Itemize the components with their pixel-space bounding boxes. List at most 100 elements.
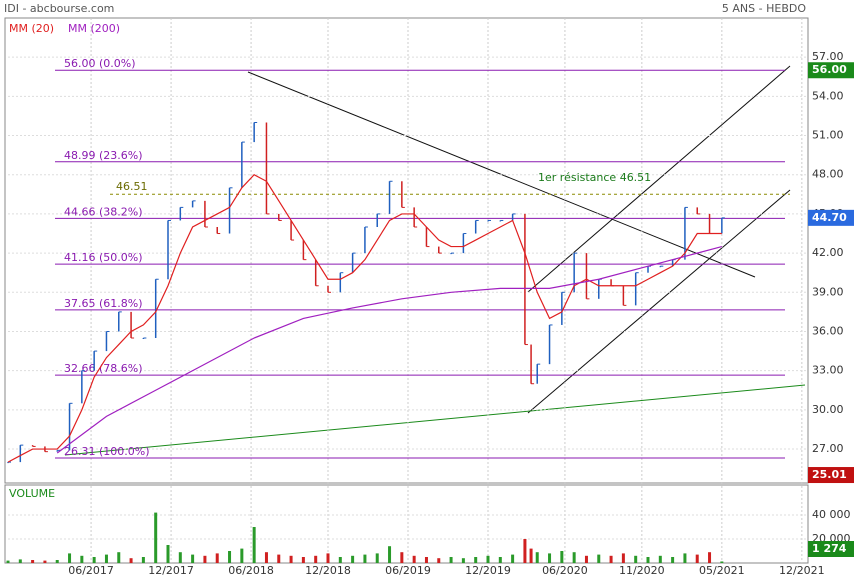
volume-bar xyxy=(621,553,625,563)
volume-bar xyxy=(548,553,552,563)
volume-bar xyxy=(301,557,305,563)
volume-frame xyxy=(4,484,809,564)
volume-bar xyxy=(658,555,662,563)
volume-bar xyxy=(117,552,121,563)
volume-bar xyxy=(486,555,490,563)
x-tick-label: 06/2018 xyxy=(228,564,274,577)
trendline xyxy=(527,189,791,414)
x-tick-label: 06/2020 xyxy=(542,564,588,577)
volume-bar xyxy=(609,555,613,563)
y-tick-label: 40 000 xyxy=(812,508,851,521)
fib-label: 26.31 (100.0%) xyxy=(64,445,150,458)
volume-bar xyxy=(55,560,59,563)
volume-bar xyxy=(338,557,342,563)
volume-bar xyxy=(166,545,170,563)
fib-label: 48.99 (23.6%) xyxy=(64,149,143,162)
x-tick-label: 12/2018 xyxy=(305,564,351,577)
volume-bar xyxy=(252,527,256,563)
x-tick-label: 05/2021 xyxy=(699,564,745,577)
volume-bar xyxy=(6,560,10,563)
volume-bar xyxy=(511,554,515,563)
value-badge-label: 56.00 xyxy=(812,63,847,76)
fib-label: 37.65 (61.8%) xyxy=(64,297,143,310)
volume-bar xyxy=(240,548,244,563)
value-badge-label: 44.70 xyxy=(812,211,847,224)
fib-label: 56.00 (0.0%) xyxy=(64,57,136,70)
volume-bar xyxy=(277,554,281,563)
trendline xyxy=(527,65,791,293)
period: 5 ANS - HEBDO xyxy=(722,2,806,15)
volume-bar xyxy=(228,551,232,563)
volume-bar xyxy=(178,552,182,563)
y-tick-label: 57.00 xyxy=(812,50,844,63)
fib-label: 32.66 (78.6%) xyxy=(64,362,143,375)
legend-mm20: MM (20) xyxy=(9,22,54,35)
resistance-annotation: 1er résistance 46.51 xyxy=(538,171,651,184)
value-badge-label: 25.01 xyxy=(812,468,847,481)
volume-bar xyxy=(43,560,47,563)
x-tick-label: 06/2017 xyxy=(68,564,114,577)
value-badge-label: 1 274 xyxy=(812,542,847,555)
volume-bar xyxy=(683,553,687,563)
volume-bar xyxy=(634,555,638,563)
value-badge xyxy=(808,541,854,557)
volume-bar xyxy=(129,558,133,563)
resistance-label: 46.51 xyxy=(116,180,148,193)
volume-bar xyxy=(363,554,367,563)
volume-bar xyxy=(191,554,195,563)
moving-average xyxy=(7,173,722,463)
volume-bar xyxy=(646,557,650,563)
volume-bar xyxy=(264,552,268,563)
x-tick-label: 12/2019 xyxy=(465,564,511,577)
volume-bar xyxy=(498,557,502,563)
y-tick-label: 48.00 xyxy=(812,168,844,181)
volume-bar xyxy=(400,552,404,563)
volume-bar xyxy=(92,557,96,563)
value-badge xyxy=(808,62,854,79)
volume-bar xyxy=(351,555,355,563)
volume-bar xyxy=(449,557,453,563)
volume-bar xyxy=(572,552,576,563)
volume-bar xyxy=(560,551,564,563)
y-tick-label: 27.00 xyxy=(812,442,844,455)
volume-bar xyxy=(68,553,72,563)
y-tick-label: 36.00 xyxy=(812,324,844,337)
volume-bar xyxy=(708,552,712,563)
x-tick-label: 12/2017 xyxy=(148,564,194,577)
trendline xyxy=(64,384,806,456)
volume-bar xyxy=(523,539,527,563)
price-frame xyxy=(4,17,809,484)
volume-bar xyxy=(18,559,22,563)
y-tick-label: 51.00 xyxy=(812,129,844,142)
volume-bar xyxy=(326,553,330,563)
volume-bar xyxy=(412,555,416,563)
volume-bar xyxy=(437,558,441,563)
volume-bar xyxy=(215,553,219,563)
volume-bar xyxy=(388,546,392,563)
volume-title: VOLUME xyxy=(9,487,55,500)
volume-bar xyxy=(671,557,675,563)
y-tick-label: 33.00 xyxy=(812,364,844,377)
x-tick-label: 06/2019 xyxy=(385,564,431,577)
volume-bar xyxy=(474,557,478,563)
volume-bar xyxy=(375,553,379,563)
y-tick-label: 30.00 xyxy=(812,403,844,416)
volume-bar xyxy=(529,548,533,563)
volume-bar xyxy=(203,555,207,563)
volume-bar xyxy=(141,557,145,563)
volume-bar xyxy=(720,561,724,563)
moving-average xyxy=(56,246,722,454)
x-tick-label: 12/2021 xyxy=(779,564,825,577)
volume-bar xyxy=(289,555,293,563)
legend-mm200: MM (200) xyxy=(68,22,120,35)
volume-bar xyxy=(31,560,35,563)
volume-bar xyxy=(535,552,539,563)
fib-label: 44.66 (38.2%) xyxy=(64,205,143,218)
y-tick-label: 39.00 xyxy=(812,285,844,298)
y-tick-label: 54.00 xyxy=(812,89,844,102)
volume-bar xyxy=(314,555,318,563)
volume-bar xyxy=(695,554,699,563)
volume-bar xyxy=(424,557,428,563)
